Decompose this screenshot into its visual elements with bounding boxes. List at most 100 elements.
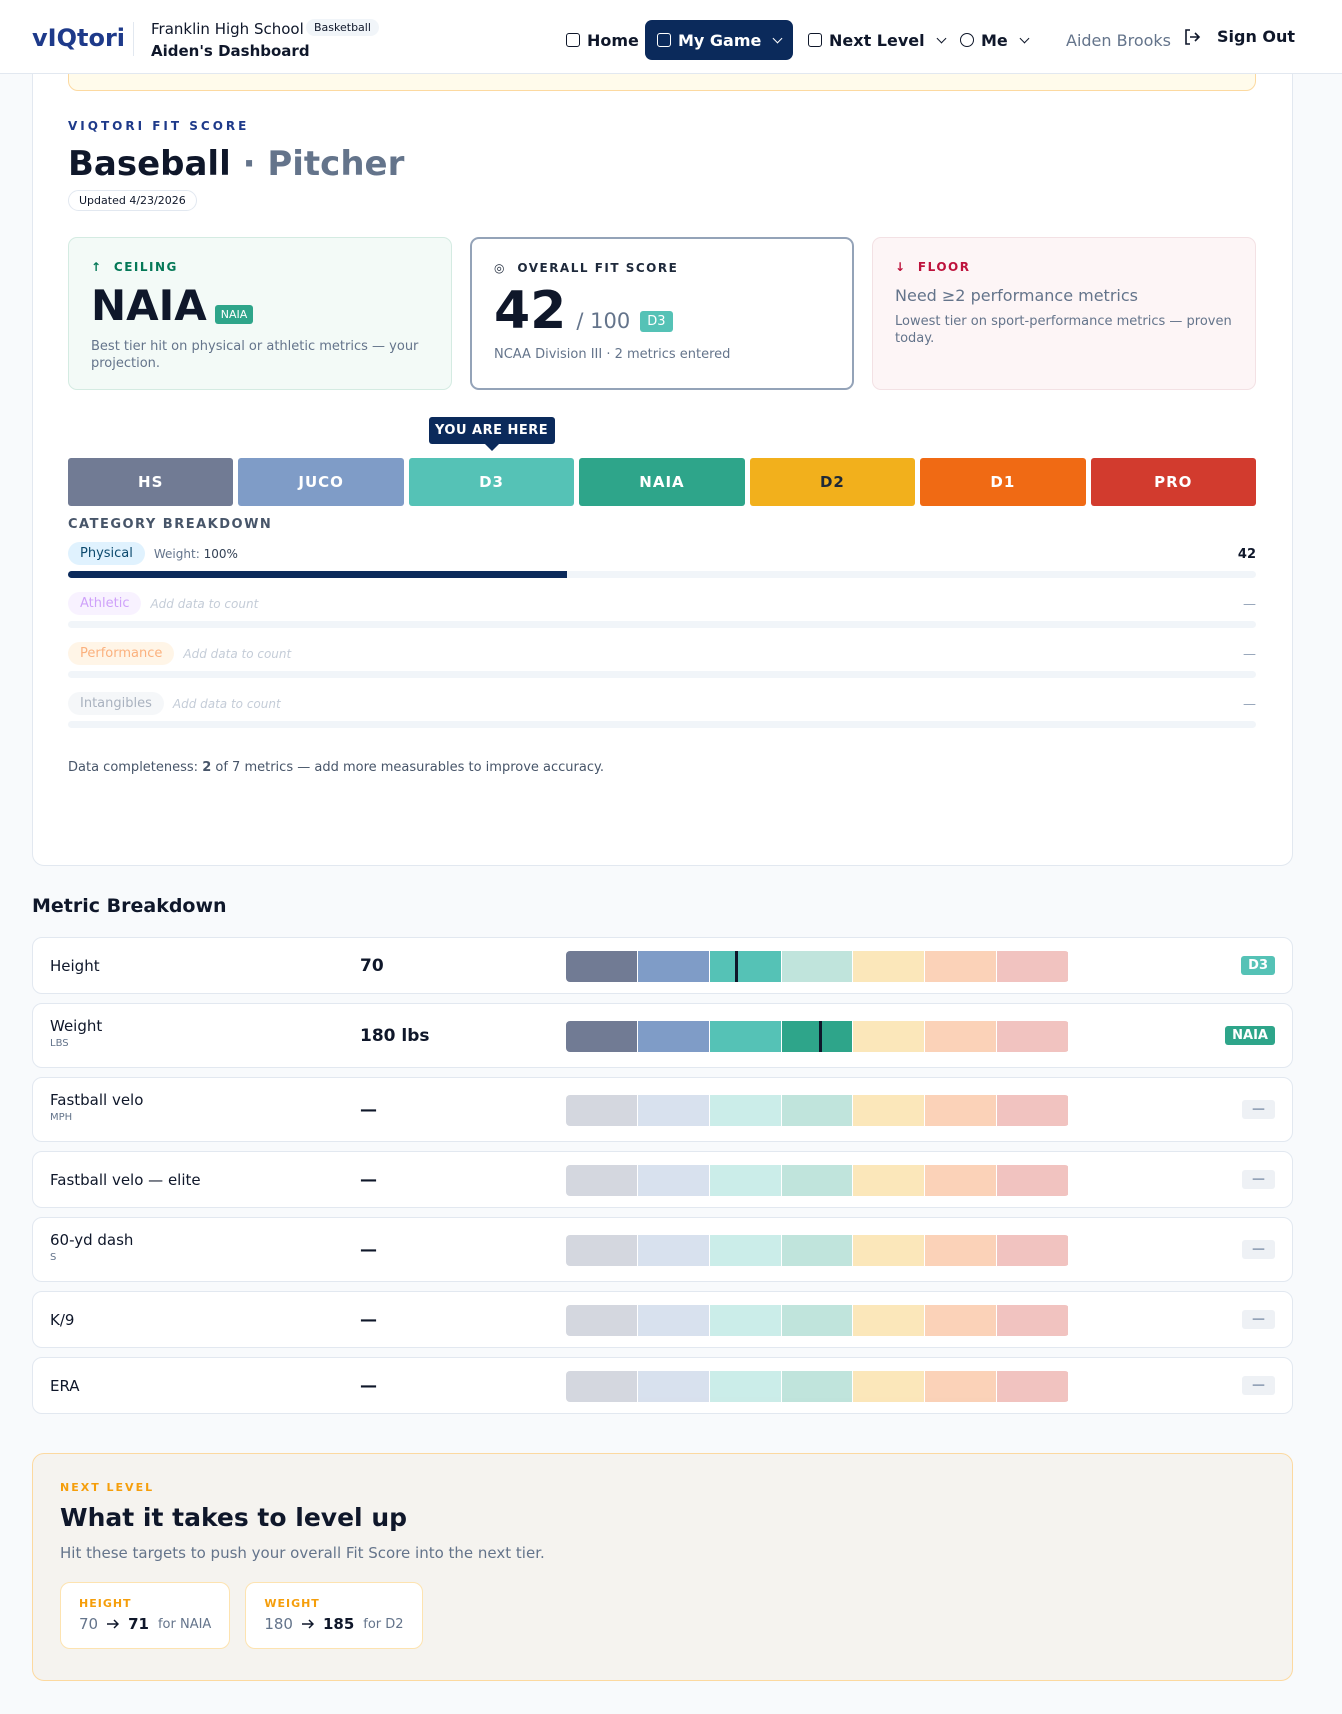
metric-unit: S xyxy=(50,1252,57,1263)
tier-scale-segment xyxy=(566,1234,638,1266)
eyebrow: VIQTORI FIT SCORE xyxy=(68,119,250,133)
tier-scale xyxy=(566,1020,1069,1052)
metric-row: Fastball velo MPH — — xyxy=(32,1077,1293,1142)
target-row: 180 185 for D2 xyxy=(264,1615,403,1633)
metric-tier: D3 xyxy=(1241,955,1275,975)
tier-ladder: YOU ARE HERE HS JUCO D3 NAIA D2 D1 PRO xyxy=(68,417,1256,517)
metric-value: — xyxy=(360,1169,377,1190)
target-label: WEIGHT xyxy=(264,1597,320,1610)
metric-name-block: Fastball velo — elite xyxy=(50,1171,201,1189)
overall-note: NCAA Division III · 2 metrics entered xyxy=(494,347,731,362)
tier-bar: HS JUCO D3 NAIA D2 D1 PRO xyxy=(68,458,1256,506)
tier-segment: NAIA xyxy=(579,458,745,506)
metric-row: ERA — — xyxy=(32,1357,1293,1414)
tier-scale-segment xyxy=(781,1164,854,1196)
category-note: Add data to count xyxy=(183,646,292,661)
tier-scale-segment xyxy=(997,1234,1069,1266)
nav-chevron xyxy=(1019,33,1030,43)
overall-card: ◎ OVERALL FIT SCORE 42 / 100 D3 NCAA Divis… xyxy=(470,237,854,390)
metric-name-block: K/9 xyxy=(50,1311,74,1329)
nav-label: My Game xyxy=(678,30,762,50)
weight-value: 100% xyxy=(203,546,238,561)
category-head: Physical Weight: 100% xyxy=(68,542,1256,565)
metric-value: — xyxy=(360,1239,377,1260)
tier-scale-segment xyxy=(709,1164,782,1196)
tier-scale-segment xyxy=(566,1164,638,1196)
category-track xyxy=(68,671,1256,678)
metric-tier: NAIA xyxy=(1225,1025,1275,1045)
metric-value: — xyxy=(360,1099,377,1120)
metric-marker xyxy=(734,950,738,982)
tier-segment: D3 xyxy=(408,458,575,506)
nav-item[interactable]: Home xyxy=(554,20,651,60)
next-title: What it takes to level up xyxy=(60,1503,408,1532)
nav-label: Home xyxy=(587,30,639,50)
separator: · xyxy=(242,144,256,184)
tier-scale xyxy=(566,950,1069,982)
fit-title: Baseball · Pitcher xyxy=(68,144,1256,184)
category-pill: Performance xyxy=(68,642,175,665)
category-track xyxy=(68,721,1256,728)
nav-chevron xyxy=(936,33,947,43)
category-row: Performance Add data to count — xyxy=(68,642,1256,692)
overall-label: ◎ OVERALL FIT SCORE xyxy=(494,261,679,275)
metric-name: 60-yd dash xyxy=(50,1231,134,1249)
tier-scale-segment xyxy=(637,950,710,982)
nav-icon xyxy=(657,33,671,47)
tier-scale xyxy=(566,1304,1069,1336)
tier-scale-segment xyxy=(637,1020,710,1052)
tier-scale-segment xyxy=(997,1304,1069,1336)
category-track xyxy=(68,571,1256,578)
metric-unit: LBS xyxy=(50,1038,69,1049)
tier-scale-segment xyxy=(853,1164,926,1196)
category-score: — xyxy=(1243,647,1256,662)
tier-scale xyxy=(566,1094,1069,1126)
nav-item[interactable]: My Game xyxy=(645,20,794,60)
category-track xyxy=(68,621,1256,628)
tier-scale-segment xyxy=(853,1234,926,1266)
user-name[interactable]: Aiden Brooks xyxy=(1066,31,1171,50)
metric-name-block: ERA xyxy=(50,1377,80,1395)
target-card: HEIGHT 70 71 for NAIA xyxy=(60,1582,231,1649)
category-pill: Athletic xyxy=(68,592,142,615)
tier-scale-segment xyxy=(925,1304,998,1336)
nav-label: Me xyxy=(981,30,1008,50)
targets: HEIGHT 70 71 for NAIA WEIGHT 180 185 for D2 xyxy=(60,1582,1265,1649)
target-from: 180 xyxy=(264,1615,293,1633)
nav-item[interactable]: Me xyxy=(948,20,1040,60)
metric-tier: — xyxy=(1242,1309,1275,1329)
target-row: 70 71 for NAIA xyxy=(79,1615,211,1633)
floor-label-text: FLOOR xyxy=(917,260,971,274)
nav-item[interactable]: Next Level xyxy=(796,20,957,60)
metric-name: Fastball velo — elite xyxy=(50,1171,201,1189)
metric-row: Weight LBS 180 lbs NAIA xyxy=(32,1003,1293,1068)
category-row: Intangibles Add data to count — xyxy=(68,692,1256,742)
next-eyebrow: NEXT LEVEL xyxy=(60,1481,155,1494)
tier-scale-segment xyxy=(781,1304,854,1336)
fit-content: VIQTORI FIT SCORE Baseball · Pitcher Upd… xyxy=(68,119,1256,775)
tier-scale-segment xyxy=(781,950,854,982)
sign-out[interactable]: Sign Out xyxy=(1183,27,1295,46)
tier-scale-segment xyxy=(781,1370,854,1402)
tier-scale-segment xyxy=(637,1304,710,1336)
completeness: Data completeness: 2 of 7 metrics — add … xyxy=(68,760,1256,775)
tier-scale-segment xyxy=(925,1164,998,1196)
tier-scale-segment xyxy=(781,1094,854,1126)
tier-scale-segment xyxy=(566,1370,638,1402)
metric-row: 60-yd dash S — — xyxy=(32,1217,1293,1282)
summary-cards: ↑ CEILING NAIA NAIA Best tier hit on phys… xyxy=(68,237,1256,390)
logo[interactable]: vIQtori xyxy=(32,24,125,52)
category-pill: Physical xyxy=(68,542,145,565)
nav-icon xyxy=(808,33,822,47)
tier-scale-segment xyxy=(925,1094,998,1126)
ceiling-value: NAIA xyxy=(91,281,207,330)
tier-scale-segment xyxy=(781,1020,854,1052)
metric-unit: MPH xyxy=(50,1112,73,1123)
category-score: — xyxy=(1243,597,1256,612)
floor-headline: Need ≥2 performance metrics xyxy=(895,286,1138,305)
tier-scale-segment xyxy=(997,1164,1069,1196)
sign-out-label[interactable]: Sign Out xyxy=(1217,27,1296,46)
metric-value: 70 xyxy=(360,955,384,976)
tier-scale-segment xyxy=(637,1094,710,1126)
metric-name: Weight xyxy=(50,1017,103,1035)
